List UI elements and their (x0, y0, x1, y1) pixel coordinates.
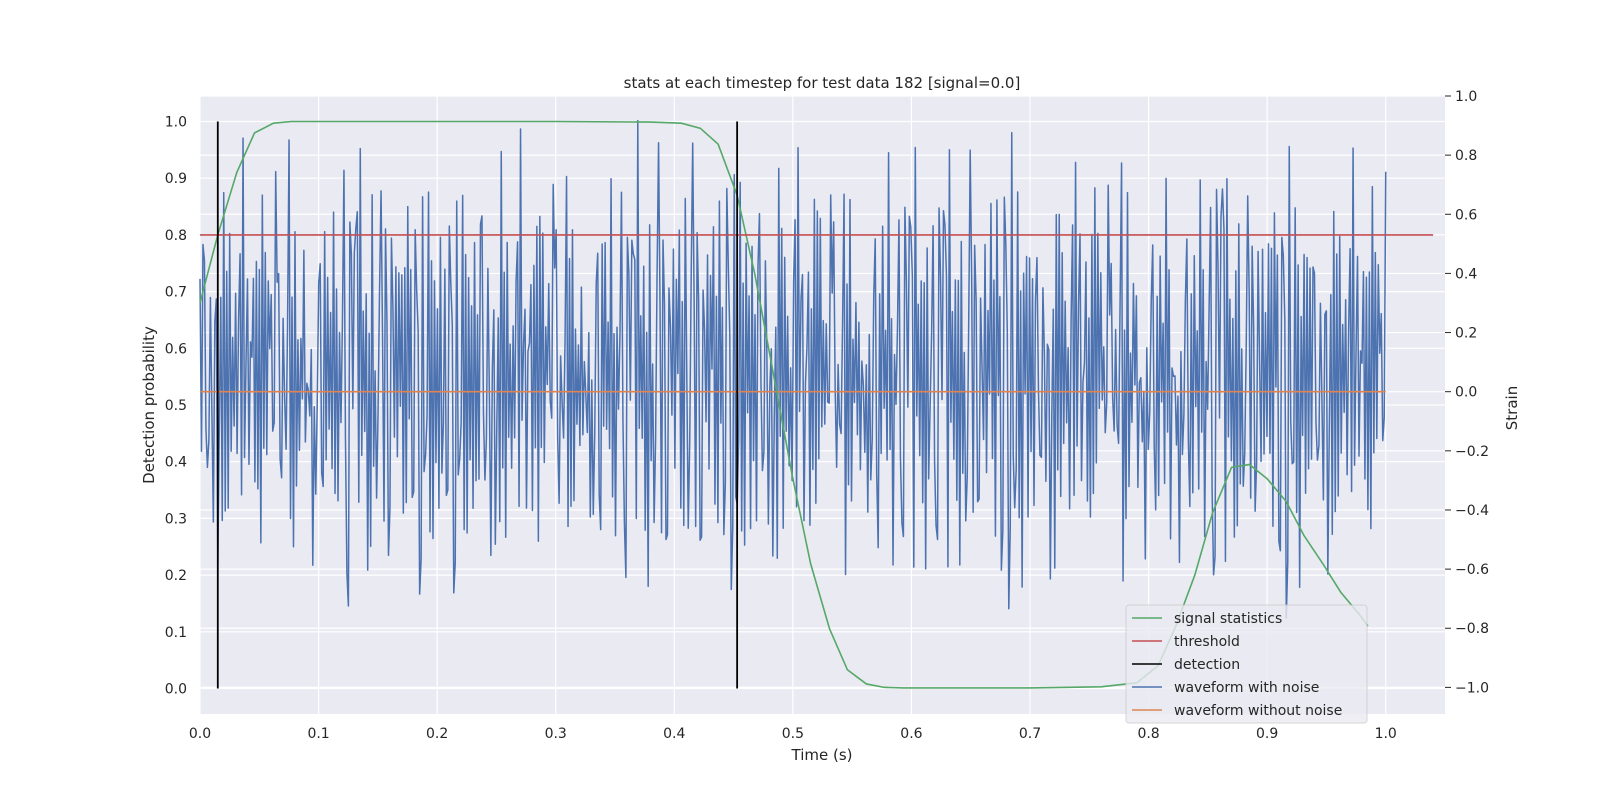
x-tick-label: 0.4 (663, 726, 685, 742)
y-left-tick-label: 0.9 (165, 171, 187, 187)
y-left-tick-label: 0.5 (165, 398, 187, 414)
y-left-tick-label: 0.3 (165, 511, 187, 527)
x-tick-label: 0.7 (1019, 726, 1041, 742)
x-tick-label: 0.0 (189, 726, 211, 742)
legend: signal statistics threshold detection wa… (1125, 604, 1368, 724)
x-tick-label: 0.1 (307, 726, 329, 742)
signal-statistics-line (199, 120, 1369, 689)
y-left-tick-label: 0.0 (165, 681, 187, 697)
x-tick-label: 1.0 (1375, 726, 1397, 742)
waveform-with-noise-line (199, 119, 1387, 619)
y-left-tick-label: 0.7 (165, 285, 187, 301)
y-right-tick-label: 0.0 (1455, 385, 1477, 401)
y-right-tick-label: 0.2 (1455, 326, 1477, 342)
series-layer (199, 119, 1434, 689)
y-left-axis-label: Detection probability (140, 326, 158, 484)
y-left-tick-label: 0.6 (165, 341, 187, 357)
x-tick-label: 0.2 (426, 726, 448, 742)
y-right-tick-label: −1.0 (1455, 680, 1489, 696)
y-right-tick-label: 1.0 (1455, 89, 1477, 105)
x-tick-label: 0.9 (1256, 726, 1278, 742)
legend-label-threshold: threshold (1174, 634, 1240, 650)
y-right-tick-label: 0.4 (1455, 266, 1477, 282)
y-right-tick-label: 0.8 (1455, 148, 1477, 164)
chart-title: stats at each timestep for test data 182… (624, 74, 1021, 92)
x-axis-label: Time (s) (791, 746, 853, 764)
y-right-axis-ticks: −1.0 −0.8 −0.6 −0.4 −0.2 0.0 0.2 0.4 0.6 0.8 1.0 (1445, 89, 1489, 696)
y-left-tick-label: 0.8 (165, 228, 187, 244)
legend-label-waveform-without-noise: waveform without noise (1174, 703, 1342, 719)
legend-label-waveform-with-noise: waveform with noise (1174, 680, 1319, 696)
y-right-axis-label: Strain (1503, 386, 1521, 430)
y-left-tick-label: 0.4 (165, 455, 187, 471)
y-right-tick-label: −0.6 (1455, 562, 1489, 578)
legend-box (1125, 604, 1368, 724)
y-left-tick-label: 1.0 (165, 115, 187, 131)
y-right-tick-label: −0.4 (1455, 503, 1489, 519)
x-tick-label: 0.6 (900, 726, 922, 742)
x-tick-label: 0.3 (545, 726, 567, 742)
x-tick-label: 0.5 (782, 726, 804, 742)
legend-label-detection: detection (1174, 657, 1240, 673)
y-right-tick-label: −0.8 (1455, 621, 1489, 637)
x-tick-label: 0.8 (1137, 726, 1159, 742)
y-left-tick-label: 0.2 (165, 568, 187, 584)
y-left-tick-label: 0.1 (165, 625, 187, 641)
y-right-tick-label: 0.6 (1455, 207, 1477, 223)
legend-label-signal-statistics: signal statistics (1174, 611, 1282, 627)
y-right-tick-label: −0.2 (1455, 444, 1489, 460)
y-left-axis-ticks: 0.0 0.1 0.2 0.3 0.4 0.5 0.6 0.7 0.8 0.9 1.0 (165, 115, 187, 698)
x-axis-ticks: 0.0 0.1 0.2 0.3 0.4 0.5 0.6 0.7 0.8 0.9 1.0 (189, 726, 1397, 742)
